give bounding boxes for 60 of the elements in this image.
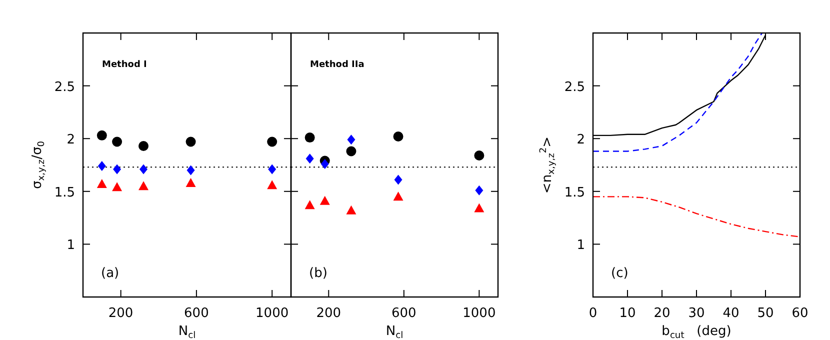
y-tick-label: 2.5 [54, 80, 75, 95]
x-tick-label: 600 [184, 306, 209, 321]
x-tick-label: 10 [619, 306, 636, 321]
x-tick-label: 50 [757, 306, 774, 321]
point [268, 164, 276, 174]
line-series [593, 196, 800, 238]
point [320, 196, 330, 205]
x-tick-label: 200 [316, 306, 342, 321]
point [113, 164, 122, 174]
y-tick-label: 1 [66, 238, 75, 254]
point [346, 146, 356, 156]
point [138, 181, 149, 190]
point [267, 136, 278, 147]
point [474, 150, 484, 160]
y-tick-label: 1 [576, 238, 585, 254]
point [186, 178, 196, 187]
y-tick-label: 2 [66, 132, 75, 148]
point [112, 182, 122, 192]
x-tick-label: 40 [722, 306, 740, 321]
annotation: Method IIa [310, 60, 364, 70]
point [304, 200, 315, 210]
point [475, 185, 484, 196]
annotation: Method I [102, 60, 147, 70]
x-tick-label: 1000 [256, 306, 289, 321]
x-tick-label: 200 [108, 306, 134, 321]
point [96, 179, 107, 188]
y-tick-label: 2 [576, 132, 585, 148]
x-tick-label: 0 [588, 306, 598, 321]
point [346, 205, 356, 214]
annotation: (b) [309, 266, 328, 281]
x-tick-label: 600 [391, 306, 416, 321]
point [393, 192, 404, 201]
y-tick-label: 1.5 [54, 185, 75, 200]
point [186, 165, 195, 176]
point [347, 134, 356, 145]
annotation: (c) [611, 266, 628, 281]
text: b$_{cut}$ (deg) [662, 324, 732, 340]
point [140, 164, 148, 174]
x-tick-label: 60 [792, 306, 808, 321]
point [267, 180, 278, 190]
annotation: (a) [101, 266, 120, 281]
point [320, 158, 329, 169]
point [474, 203, 484, 212]
x-tick-label: 30 [688, 306, 705, 321]
line-series [593, 33, 763, 152]
point [96, 130, 107, 140]
point [394, 174, 402, 185]
x-axis-title: N$_{cl}$ [386, 324, 404, 340]
x-tick-label: 1000 [462, 306, 496, 321]
point [304, 132, 315, 143]
point [306, 154, 314, 164]
point [98, 161, 106, 172]
x-tick-label: 20 [654, 306, 670, 321]
x-axis-title: N$_{cl}$ [178, 324, 196, 340]
point [138, 140, 149, 151]
y-tick-label: 1.5 [564, 185, 585, 200]
y-tick-label: 2.5 [564, 80, 585, 95]
point [112, 136, 122, 147]
point [393, 131, 404, 142]
point [186, 136, 196, 147]
